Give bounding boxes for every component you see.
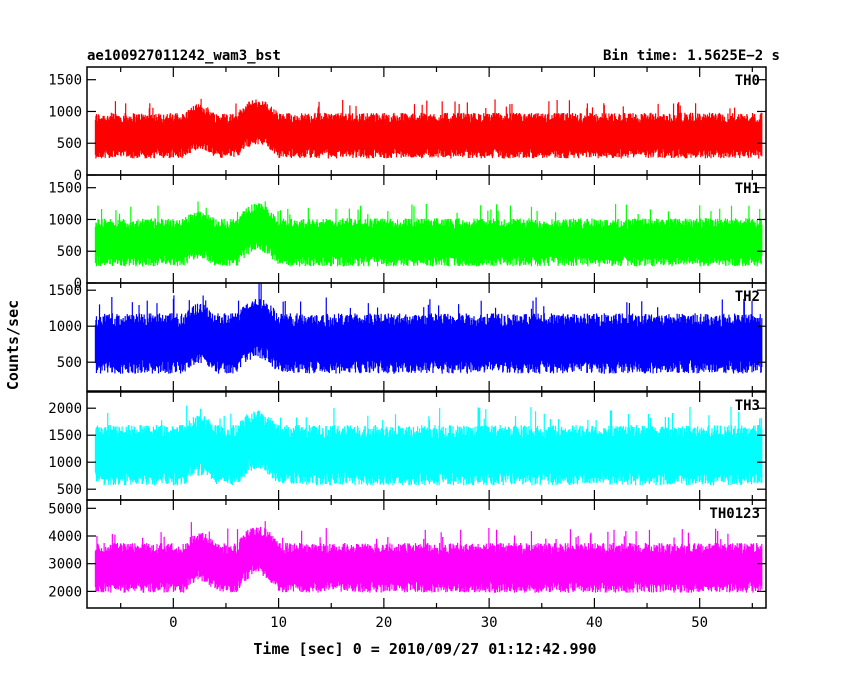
panel-th3: TH3 500 1000 1500 2000 [48, 391, 767, 501]
panel-label: TH3 [735, 398, 760, 414]
panel-th2: TH2 500 1000 1500 [48, 282, 767, 392]
y-tick-label: 500 [57, 136, 82, 152]
y-tick-label: 500 [57, 482, 82, 498]
y-tick-label: 1000 [48, 455, 82, 471]
panel-frame [86, 282, 767, 392]
y-tick-label: 0 [74, 276, 82, 292]
y-tick-label: 1000 [48, 104, 82, 120]
series-trace-th2 [94, 283, 763, 374]
x-axis-title: Time [sec] 0 = 2010/09/27 01:12:42.990 [253, 640, 596, 658]
y-tick-label: 1500 [48, 181, 82, 197]
series-trace-th3 [94, 405, 763, 486]
panel-label: TH0123 [709, 506, 760, 522]
panel-label: TH1 [735, 181, 760, 197]
y-tick-label: 1500 [48, 283, 82, 299]
y-tick-label: 2000 [48, 401, 82, 417]
y-tick-label: 3000 [48, 557, 82, 573]
chart-title-left: ae100927011242_wam3_bst [87, 48, 281, 64]
panel-label: TH0 [735, 73, 760, 89]
panel-th0123: TH0123 2000 3000 4000 5000 [48, 499, 767, 609]
y-tick-label: 1500 [48, 73, 82, 89]
panel-th0: TH0 0 500 1000 1500 [48, 66, 767, 184]
y-tick-label: 1000 [48, 212, 82, 228]
y-tick-label: 1500 [48, 428, 82, 444]
x-tick-label: 0 [169, 615, 177, 631]
y-tick-label: 1000 [48, 319, 82, 335]
x-tick-label: 10 [270, 615, 287, 631]
y-axis-title: Counts/sec [4, 300, 22, 390]
series-trace-th1 [94, 201, 763, 267]
panel-label: TH2 [735, 289, 760, 305]
x-tick-label: 30 [481, 615, 498, 631]
y-tick-label: 500 [57, 355, 82, 371]
y-tick-label: 2000 [48, 584, 82, 600]
chart-title-right: Bin time: 1.5625E−2 s [603, 48, 780, 64]
x-tick-label: 50 [691, 615, 708, 631]
y-tick-label: 500 [57, 244, 82, 260]
y-tick-label: 4000 [48, 529, 82, 545]
panel-frame [86, 499, 767, 609]
y-tick-label: 5000 [48, 501, 82, 517]
y-tick-label: 0 [74, 168, 82, 184]
series-trace-th0123 [94, 521, 763, 593]
panel-th1: TH1 0 500 1000 1500 [48, 174, 767, 292]
x-tick-label: 20 [375, 615, 392, 631]
x-tick-label: 40 [586, 615, 603, 631]
series-trace-th0 [94, 98, 763, 159]
